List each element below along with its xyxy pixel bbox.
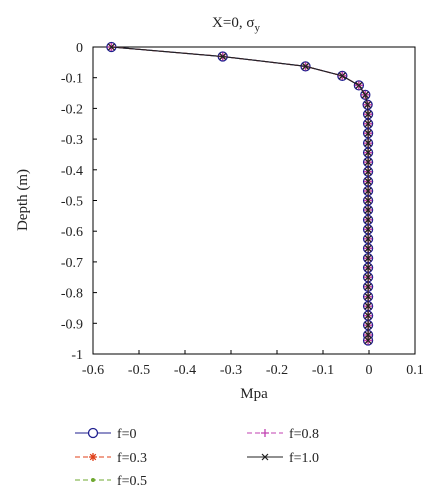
- y-tick-label: -0.1: [61, 72, 83, 87]
- legend-marker: [91, 478, 95, 482]
- data-point: [364, 129, 372, 137]
- series-f-1-0: [107, 43, 372, 344]
- series-line: [111, 46, 369, 341]
- data-point: [364, 337, 372, 344]
- data-point: [364, 168, 372, 176]
- chart-title: X=0, σy: [212, 15, 260, 34]
- legend-marker: [261, 429, 269, 437]
- legend-item: f=0.8: [247, 427, 319, 442]
- series-f-0-8: [107, 43, 373, 345]
- y-tick-label: -0.2: [61, 102, 83, 117]
- data-point: [355, 81, 363, 89]
- y-tick-label: -1: [71, 348, 83, 363]
- data-point: [364, 264, 372, 272]
- legend-marker: [261, 453, 269, 461]
- legend-marker: [87, 427, 99, 439]
- data-point: [364, 225, 372, 233]
- series-f-0: [106, 41, 374, 346]
- data-point: [364, 293, 372, 301]
- x-tick-label: 0: [366, 363, 373, 378]
- y-axis: 0 -0.1 -0.2 -0.3 -0.4 -0.5 -0.6 -0.7 -0.8 -0.9 -1: [61, 41, 97, 363]
- data-point: [364, 302, 372, 310]
- y-axis-label: Depth (m): [15, 169, 31, 231]
- x-tick-label: -0.6: [82, 363, 104, 378]
- legend-label: f=1.0: [289, 451, 319, 466]
- data-point: [364, 312, 372, 320]
- data-point: [219, 53, 227, 60]
- legend-item: f=0: [75, 427, 137, 442]
- data-point: [364, 101, 372, 109]
- y-tick-label: -0.4: [61, 164, 83, 179]
- data-point: [364, 331, 372, 339]
- x-axis-label: Mpa: [240, 386, 268, 402]
- y-tick-label: -0.8: [61, 287, 83, 302]
- data-point: [364, 149, 372, 157]
- series-line: [111, 46, 369, 341]
- series-f-0-5: [109, 45, 371, 343]
- legend-label: f=0: [117, 427, 137, 442]
- data-point: [361, 91, 369, 99]
- legend-marker: [89, 453, 97, 461]
- x-tick-label: -0.2: [266, 363, 288, 378]
- x-tick-label: 0.1: [406, 363, 424, 378]
- data-point: [302, 62, 309, 70]
- y-tick-label: -0.9: [61, 317, 83, 332]
- y-tick-label: -0.6: [61, 225, 83, 240]
- y-tick-label: -0.7: [61, 256, 83, 271]
- chart-title-main: X=0, σ: [212, 15, 254, 31]
- series-f-0-3: [107, 43, 373, 345]
- x-tick-label: -0.1: [312, 363, 334, 378]
- data-point: [364, 283, 372, 291]
- y-tick-label: -0.5: [61, 195, 83, 210]
- x-axis: -0.6 -0.5 -0.4 -0.3 -0.2 -0.1 0 0.1: [82, 350, 424, 378]
- data-point: [364, 158, 372, 166]
- data-point: [364, 197, 372, 204]
- x-tick-label: -0.3: [220, 363, 242, 378]
- data-point: [364, 178, 372, 185]
- data-point: [364, 110, 372, 118]
- legend-label: f=0.5: [117, 474, 147, 489]
- data-point: [364, 206, 372, 214]
- y-tick-label: -0.3: [61, 133, 83, 148]
- series-layer: [106, 41, 374, 346]
- series-line: [111, 46, 369, 341]
- data-point: [364, 216, 372, 224]
- data-point: [364, 321, 372, 329]
- series-line: [111, 46, 369, 341]
- data-point: [364, 254, 372, 262]
- data-point: [364, 139, 372, 147]
- data-point: [364, 187, 372, 195]
- data-point: [364, 244, 372, 252]
- legend-item: f=0.3: [75, 451, 147, 466]
- x-tick-label: -0.4: [174, 363, 196, 378]
- x-tick-label: -0.5: [128, 363, 150, 378]
- legend: f=0 f=0.3 f=0.5 f=0.8 f=1.0: [75, 427, 319, 489]
- legend-label: f=0.3: [117, 451, 147, 466]
- legend-item: f=0.5: [75, 474, 147, 489]
- series-line: [111, 46, 369, 341]
- data-point: [364, 120, 372, 128]
- data-point: [364, 235, 372, 243]
- y-tick-label: 0: [76, 41, 83, 56]
- data-point: [107, 43, 115, 51]
- data-point: [364, 273, 372, 281]
- chart-title-subscript: y: [254, 22, 260, 34]
- data-point: [338, 72, 346, 80]
- legend-item: f=1.0: [247, 451, 319, 466]
- legend-label: f=0.8: [289, 427, 319, 442]
